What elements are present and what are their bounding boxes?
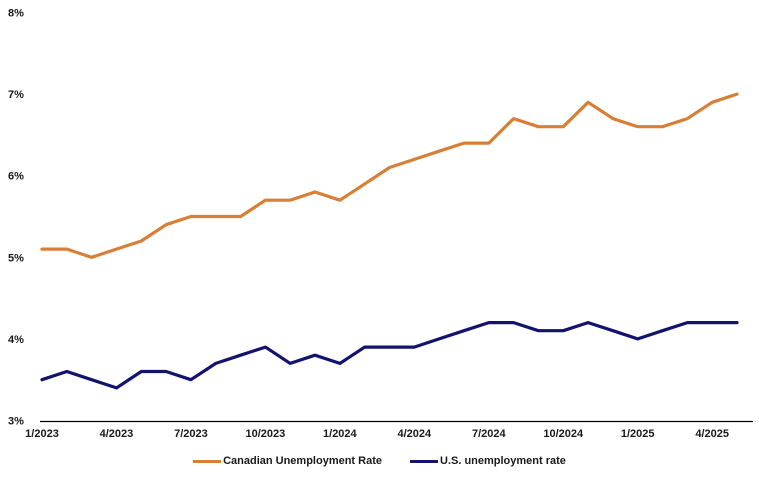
legend-label-us: U.S. unemployment rate (440, 455, 566, 467)
x-tick-label: 1/2024 (323, 428, 358, 440)
legend: Canadian Unemployment Rate U.S. unemploy… (0, 455, 759, 467)
y-tick-label: 3% (8, 416, 24, 428)
x-tick-label: 7/2023 (174, 428, 208, 440)
x-tick-label: 1/2025 (621, 428, 655, 440)
us-line-swatch (410, 459, 438, 463)
canada-series-line (40, 92, 739, 259)
x-tick-label: 4/2025 (695, 428, 729, 440)
legend-item-us: U.S. unemployment rate (410, 455, 566, 467)
x-tick-label: 10/2023 (246, 428, 286, 440)
canada-line-swatch (193, 459, 222, 463)
y-tick-label: 6% (8, 171, 24, 183)
x-tick-label: 4/2023 (100, 428, 134, 440)
legend-item-canada: Canadian Unemployment Rate (193, 455, 382, 467)
y-tick-label: 4% (8, 334, 24, 346)
y-tick-label: 7% (8, 89, 24, 101)
x-tick-label: 1/2023 (25, 428, 59, 440)
y-tick-label: 8% (8, 8, 24, 20)
y-tick-label: 5% (8, 252, 24, 264)
x-tick-label: 10/2024 (543, 428, 584, 440)
legend-label-canada: Canadian Unemployment Rate (223, 455, 382, 467)
plot-area: 3% 4% 5% 6% 7% 8% 1/2023 4/2023 7/2023 10/2023 1/2… (8, 8, 753, 440)
x-tick-label: 7/2024 (472, 428, 507, 440)
x-tick-label: 4/2024 (397, 428, 432, 440)
us-series-line (40, 321, 739, 390)
